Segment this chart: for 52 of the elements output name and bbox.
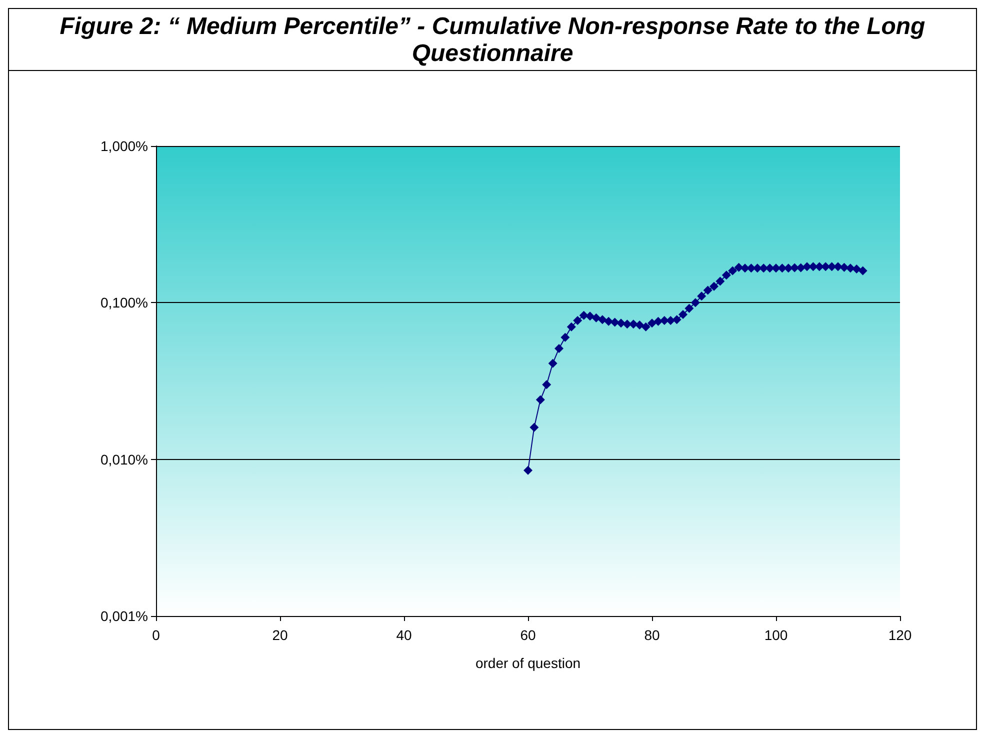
x-tick-label: 0 — [152, 627, 160, 643]
x-tick-label: 60 — [520, 627, 536, 643]
point — [858, 266, 868, 276]
point — [716, 276, 725, 286]
point — [604, 316, 614, 326]
point — [610, 318, 620, 327]
point — [802, 262, 812, 272]
point — [722, 270, 731, 280]
point — [579, 310, 588, 320]
point — [728, 266, 738, 276]
point — [740, 264, 750, 273]
y-tick-label: 1,000% — [100, 138, 148, 154]
point — [648, 318, 656, 328]
point — [846, 264, 855, 273]
y-tick-label: 0,001% — [100, 608, 148, 624]
point — [654, 316, 663, 326]
x-tick-label: 100 — [764, 627, 788, 643]
point — [586, 312, 594, 321]
y-tick-label: 0,100% — [100, 294, 148, 311]
point — [592, 313, 601, 322]
x-tick-label: 80 — [644, 627, 660, 643]
y-tick-label: 0,010% — [100, 451, 148, 468]
x-axis-title: order of question — [475, 655, 581, 671]
point — [703, 286, 712, 295]
point — [672, 315, 682, 324]
point — [641, 322, 650, 332]
point — [560, 332, 570, 342]
point — [834, 262, 842, 272]
point — [635, 320, 644, 330]
point — [573, 316, 582, 325]
point — [697, 292, 706, 301]
point — [772, 264, 780, 273]
point — [840, 262, 849, 272]
point — [536, 395, 545, 404]
point — [690, 298, 700, 308]
point — [542, 380, 552, 390]
point — [734, 262, 744, 272]
point — [598, 315, 607, 324]
point — [616, 318, 626, 328]
point — [554, 344, 564, 353]
point — [530, 422, 539, 432]
point — [684, 304, 694, 313]
point — [548, 358, 558, 368]
point — [566, 322, 576, 332]
point — [852, 264, 862, 274]
x-tick-label: 20 — [272, 627, 288, 643]
chart-title: Figure 2: “ Medium Percentile” - Cumulative Non-response Rate to the Long Questionnaire — [9, 9, 976, 71]
x-tick-label: 120 — [888, 627, 912, 643]
point — [524, 466, 532, 475]
point — [678, 310, 688, 320]
point — [710, 282, 718, 291]
x-tick-label: 40 — [396, 627, 412, 643]
